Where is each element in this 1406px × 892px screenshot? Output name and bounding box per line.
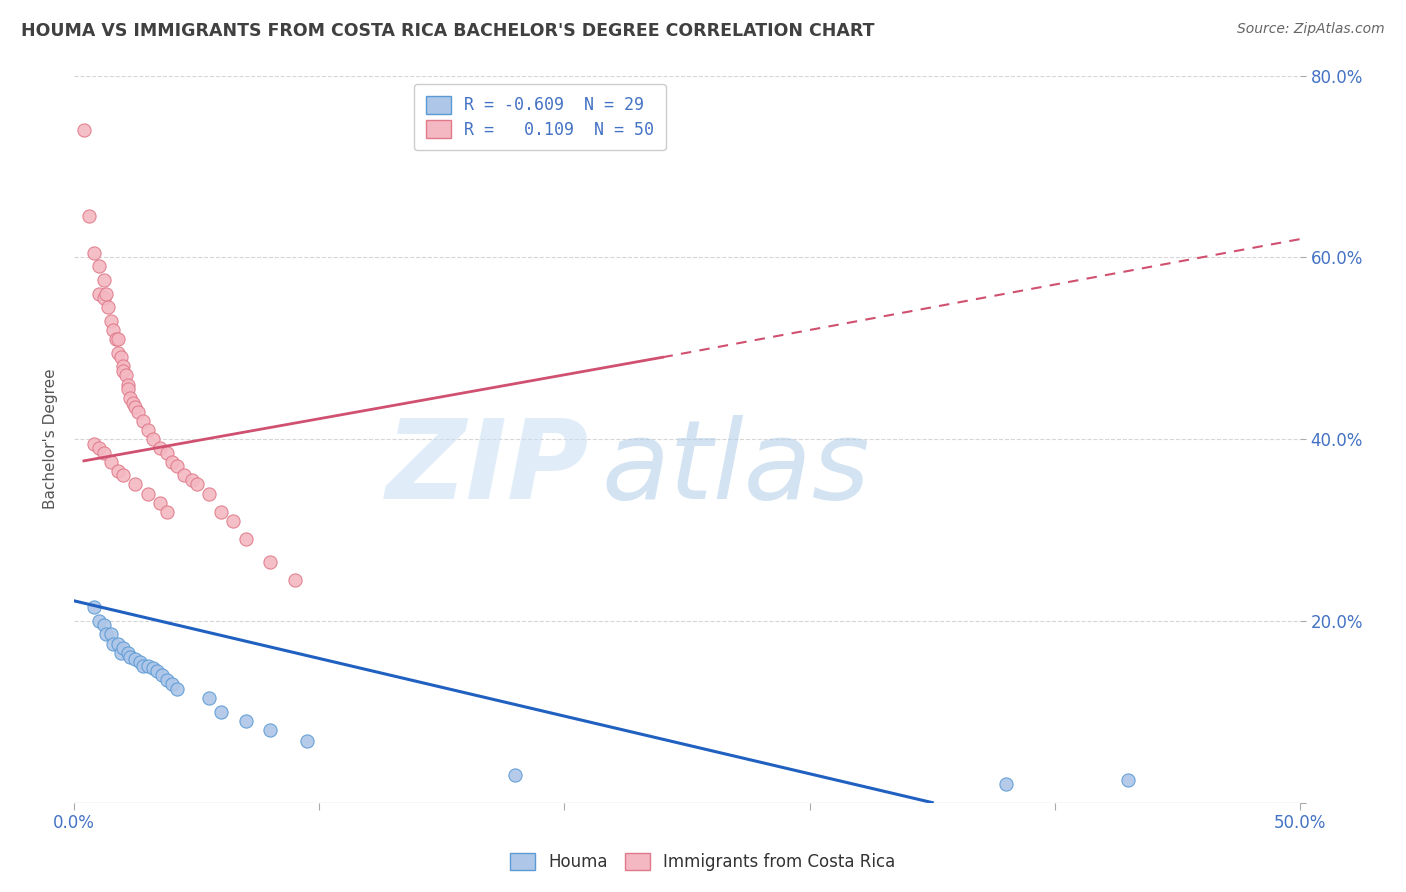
Point [73, 123, 96, 137]
Point [97, 300, 120, 314]
Point [160, 455, 183, 469]
Point [120, 391, 142, 405]
Point [87, 441, 110, 455]
Point [94, 627, 117, 641]
Point [107, 332, 129, 346]
Point [149, 496, 172, 510]
Point [107, 464, 129, 478]
Point [112, 641, 135, 656]
Point [87, 260, 110, 274]
Point [156, 505, 179, 519]
Point [107, 636, 129, 650]
Point [209, 505, 232, 519]
Point [100, 455, 122, 469]
Point [93, 273, 115, 287]
Point [83, 600, 105, 615]
Point [173, 468, 195, 483]
Point [141, 661, 163, 675]
Point [124, 401, 146, 415]
Point [77, 210, 100, 224]
Point [110, 646, 132, 660]
Point [235, 532, 257, 546]
Point [186, 477, 208, 491]
Point [150, 668, 173, 682]
Legend: R = -0.609  N = 29, R =   0.109  N = 50: R = -0.609 N = 29, R = 0.109 N = 50 [415, 84, 666, 151]
Point [117, 382, 139, 396]
Point [136, 423, 159, 437]
Point [103, 323, 125, 337]
Point [295, 733, 318, 747]
Point [141, 432, 163, 446]
Point [110, 351, 132, 365]
Point [124, 477, 146, 491]
Point [505, 768, 527, 782]
Point [112, 468, 135, 483]
Point [83, 245, 105, 260]
Point [166, 681, 188, 696]
Legend: Houma, Immigrants from Costa Rica: Houma, Immigrants from Costa Rica [502, 845, 904, 880]
Point [100, 627, 122, 641]
Point [127, 405, 149, 419]
Point [166, 459, 188, 474]
Point [93, 291, 115, 305]
Text: Source: ZipAtlas.com: Source: ZipAtlas.com [1237, 22, 1385, 37]
Point [129, 655, 152, 669]
Point [94, 286, 117, 301]
Point [117, 377, 139, 392]
Y-axis label: Bachelor's Degree: Bachelor's Degree [44, 368, 58, 509]
Point [994, 777, 1017, 791]
Point [136, 659, 159, 673]
Point [107, 345, 129, 359]
Point [114, 368, 136, 383]
Point [104, 332, 127, 346]
Point [100, 314, 122, 328]
Point [124, 652, 146, 666]
Point [83, 436, 105, 450]
Point [1118, 772, 1140, 787]
Point [146, 664, 169, 678]
Point [198, 691, 221, 706]
Point [259, 723, 281, 737]
Point [120, 650, 142, 665]
Point [284, 573, 307, 587]
Point [209, 705, 232, 719]
Point [222, 514, 245, 528]
Point [122, 395, 145, 409]
Point [132, 659, 155, 673]
Point [87, 614, 110, 628]
Point [87, 286, 110, 301]
Point [156, 445, 179, 459]
Point [112, 359, 135, 374]
Point [93, 618, 115, 632]
Point [235, 714, 257, 728]
Text: atlas: atlas [602, 415, 870, 522]
Point [198, 486, 221, 500]
Point [132, 414, 155, 428]
Point [259, 555, 281, 569]
Point [149, 441, 172, 455]
Text: HOUMA VS IMMIGRANTS FROM COSTA RICA BACHELOR'S DEGREE CORRELATION CHART: HOUMA VS IMMIGRANTS FROM COSTA RICA BACH… [21, 22, 875, 40]
Point [103, 636, 125, 650]
Point [112, 364, 135, 378]
Point [160, 677, 183, 691]
Point [136, 486, 159, 500]
Text: ZIP: ZIP [385, 415, 589, 522]
Point [117, 646, 139, 660]
Point [180, 473, 202, 487]
Point [156, 673, 179, 687]
Point [93, 445, 115, 459]
